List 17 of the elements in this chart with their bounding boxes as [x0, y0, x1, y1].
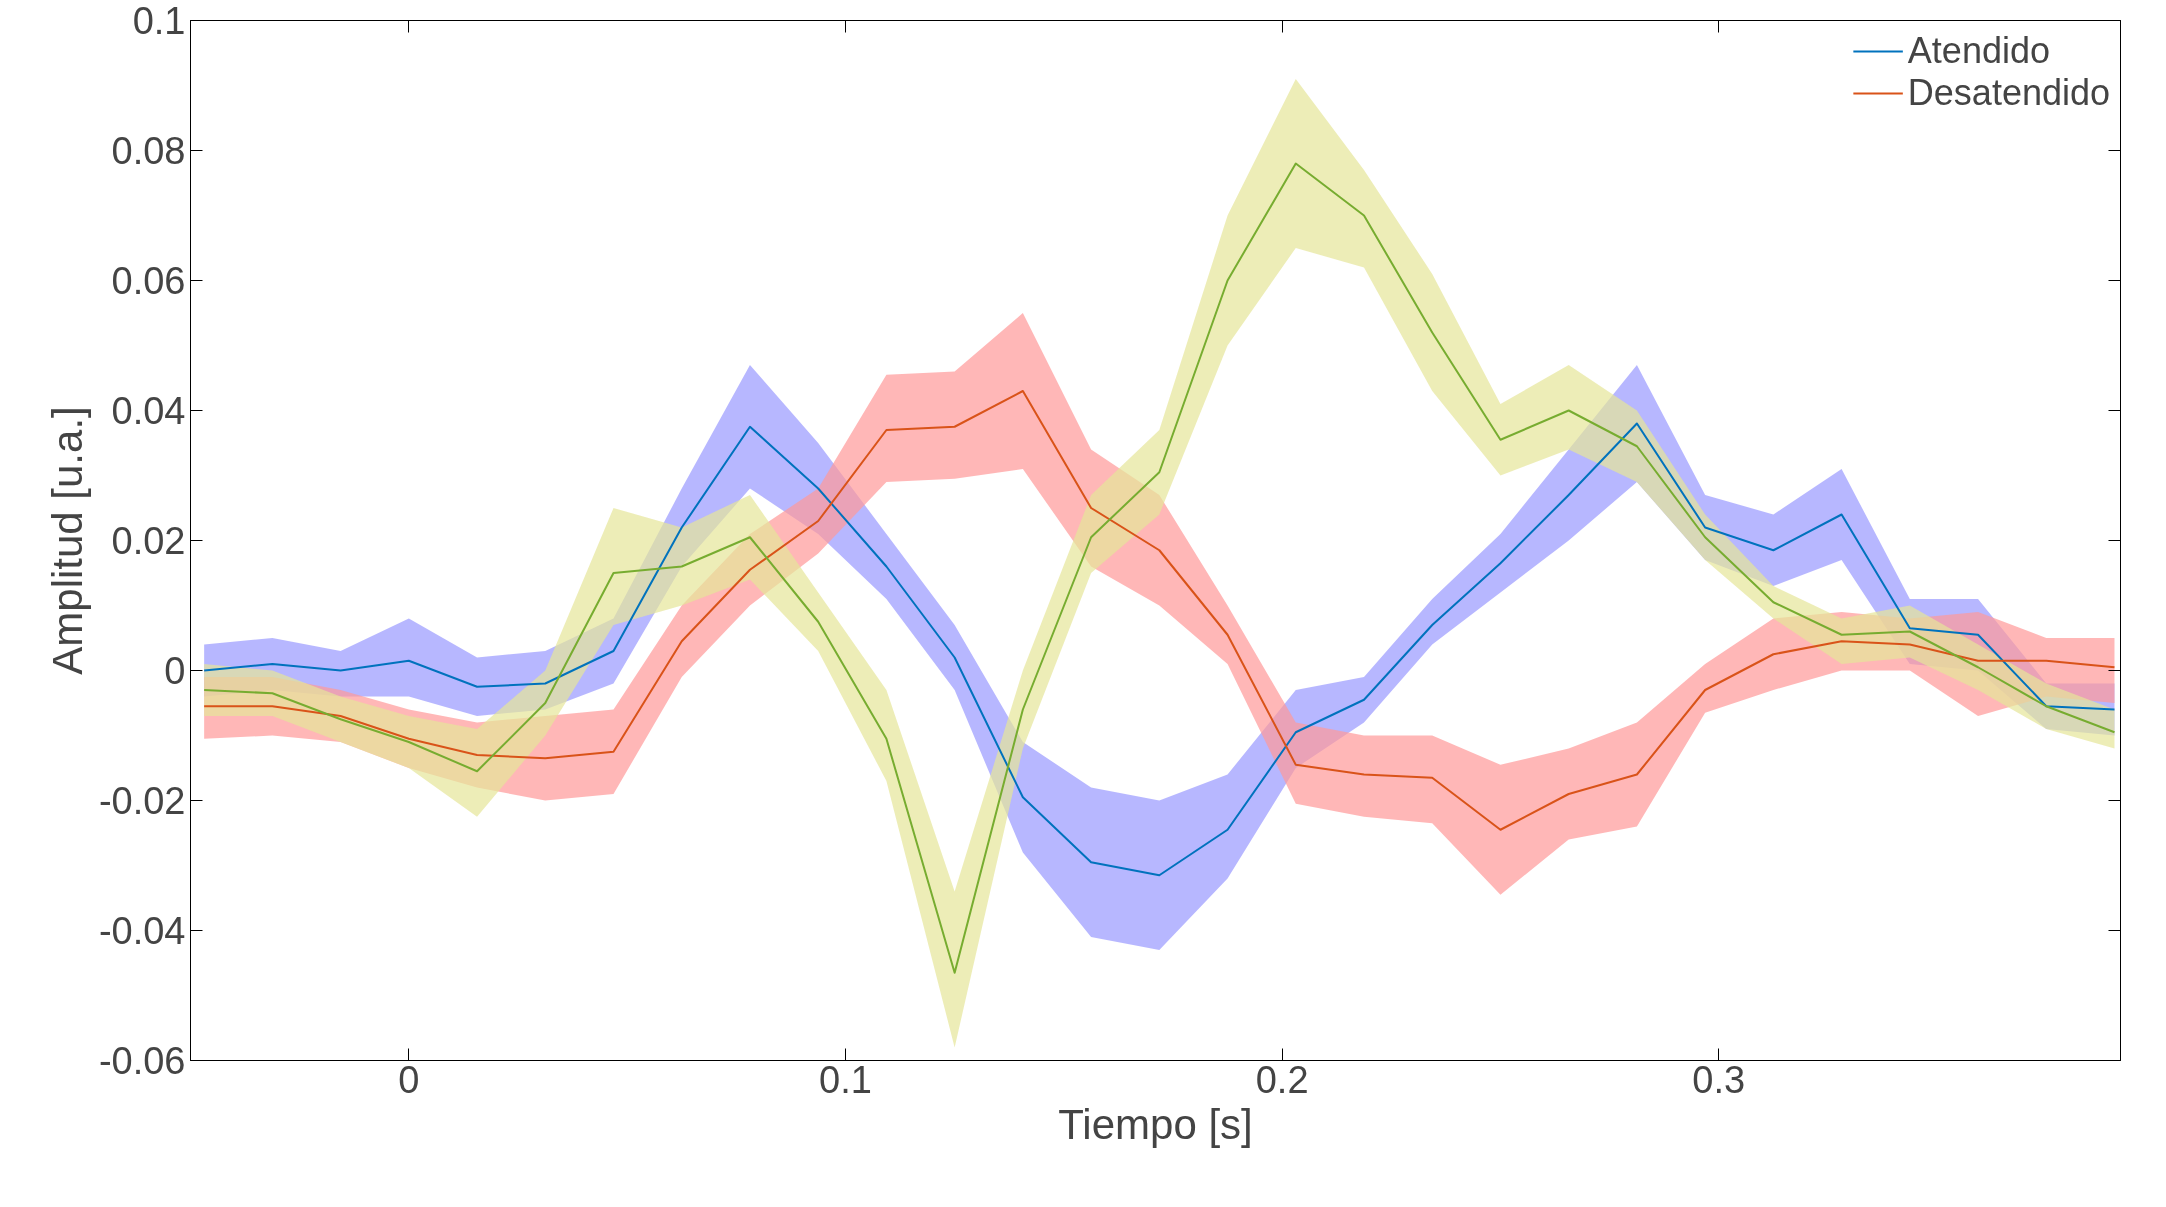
- x-tick-label: 0.1: [819, 1058, 872, 1101]
- y-tick-label: 0.08: [111, 130, 186, 172]
- y-tick-label: 0.04: [111, 390, 186, 432]
- y-tick-label: -0.06: [98, 1040, 186, 1082]
- x-tick-label: 0.3: [1692, 1058, 1746, 1101]
- y-tick-label: -0.04: [98, 910, 186, 952]
- y-tick-label: 0.06: [111, 260, 186, 302]
- y-tick-label: 0.02: [111, 520, 186, 562]
- x-tick-label: 0.2: [1255, 1058, 1309, 1101]
- x-axis-title: Tiempo [s]: [1058, 1100, 1253, 1148]
- y-tick-label: -0.02: [98, 780, 186, 822]
- y-tick-label: 0: [164, 650, 186, 692]
- y-tick-label: 0.1: [132, 0, 186, 42]
- legend-label: Desatendido: [1907, 72, 2110, 114]
- legend-label: Atendido: [1907, 30, 2050, 72]
- x-tick-label: 0: [398, 1058, 420, 1101]
- y-axis-title: Amplitud [u.a.]: [43, 406, 91, 675]
